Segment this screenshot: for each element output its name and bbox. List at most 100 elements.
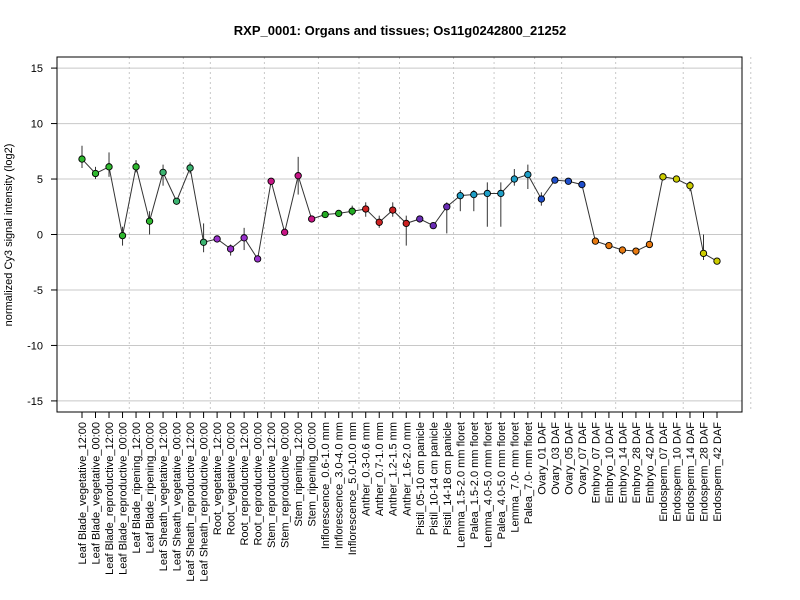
x-tick-label-19: Inflorescence_3.0-4.0 mm [334, 422, 346, 549]
series-line [81, 158, 718, 262]
x-tick-label-42: Embryo_42 DAF [644, 422, 656, 504]
data-point-40 [618, 246, 627, 254]
y-tick-label-6: 15 [31, 63, 43, 75]
data-point-17 [308, 215, 316, 223]
x-tick-label-27: Pistil_14-18 cm panicle [442, 422, 454, 535]
data-point-13 [253, 255, 262, 263]
data-point-43 [659, 173, 667, 181]
data-point-41 [632, 247, 640, 255]
x-tick-label-26: Pistil_10-14 cm panicle [428, 422, 440, 535]
data-point-30 [483, 189, 491, 198]
data-point-6 [159, 168, 167, 177]
chart-title: RXP_0001: Organs and tissues; Os11g02428… [234, 23, 566, 38]
x-tick-label-0: Leaf Blade_vegetative_12:00 [77, 422, 89, 565]
x-tick-label-31: Palea_4.0-5.0 mm floret [496, 422, 508, 539]
data-point-38 [591, 237, 600, 245]
x-tick-label-22: Anther_0.7-1.0 mm [374, 422, 386, 516]
x-tick-label-39: Embryo_10 DAF [604, 422, 616, 504]
data-point-28 [456, 192, 464, 200]
x-tick-label-45: Endosperm_14 DAF [685, 422, 697, 522]
data-point-14 [267, 177, 275, 185]
y-axis-label: normalized Cy3 signal intensity (log2) [3, 144, 15, 327]
y-tick-label-4: 5 [37, 174, 43, 186]
data-point-47 [713, 257, 721, 265]
data-point-20 [348, 207, 356, 215]
x-tick-label-1: Leaf Blade_vegetative_00:00 [91, 422, 103, 565]
x-tick-label-11: Root_vegetative_00:00 [226, 422, 238, 535]
x-tick-label-29: Palea_1.5-2.0 mm floret [469, 422, 481, 539]
x-tick-label-33: Palea_7.0- mm floret [523, 422, 535, 524]
x-tick-label-5: Leaf Blade_ripening_00:00 [145, 422, 157, 554]
data-point-32 [510, 175, 518, 183]
data-point-34 [537, 195, 546, 203]
data-point-9 [199, 238, 208, 246]
x-tick-label-14: Stem_reproductive_12:00 [266, 422, 278, 548]
y-tick-label-1: -10 [27, 340, 43, 352]
x-tick-label-18: Inflorescence_0.6-1.0 mm [320, 422, 332, 549]
data-point-21 [362, 205, 370, 213]
data-point-8 [186, 164, 194, 172]
x-tick-label-24: Anther_1.6-2.0 mm [401, 422, 413, 516]
data-point-0 [78, 155, 86, 163]
data-point-5 [145, 217, 154, 225]
data-point-24 [402, 219, 410, 228]
data-point-25 [416, 215, 424, 223]
x-tick-label-47: Endosperm_42 DAF [712, 422, 724, 522]
y-tick-label-0: -15 [27, 396, 43, 408]
data-point-27 [443, 203, 451, 211]
x-tick-label-28: Lemma_1.5-2.0 mm floret [455, 422, 467, 548]
x-tick-label-32: Lemma_7.0- mm floret [509, 422, 521, 533]
data-point-23 [389, 206, 397, 214]
x-tick-label-35: Ovary_03 DAF [550, 422, 562, 495]
y-tick-label-5: 10 [31, 119, 43, 131]
x-tick-label-43: Endosperm_07 DAF [658, 422, 670, 522]
x-tick-label-21: Anther_0.3-0.6 mm [361, 422, 373, 516]
data-point-4 [132, 163, 140, 171]
data-point-42 [645, 240, 654, 249]
x-tick-label-37: Ovary_07 DAF [577, 422, 589, 495]
x-tick-label-9: Leaf Sheath_reproductive_00:00 [199, 422, 211, 582]
data-point-26 [429, 221, 437, 230]
x-tick-label-44: Endosperm_10 DAF [671, 422, 683, 522]
data-point-22 [375, 218, 383, 226]
x-tick-label-6: Leaf Sheath_vegetative_12:00 [158, 422, 170, 571]
x-tick-label-34: Ovary_01 DAF [536, 422, 548, 495]
data-point-18 [321, 210, 329, 219]
x-tick-label-17: Stem_ripening_00:00 [307, 422, 319, 527]
x-tick-label-7: Leaf Sheath_vegetative_00:00 [172, 422, 184, 571]
y-tick-label-3: 0 [37, 230, 43, 242]
data-point-2 [105, 163, 113, 171]
data-point-7 [172, 197, 181, 205]
x-tick-label-15: Stem_reproductive_00:00 [280, 422, 292, 548]
y-tick-label-2: -5 [33, 285, 43, 297]
x-tick-label-12: Root_reproductive_12:00 [239, 422, 251, 546]
data-point-1 [91, 169, 100, 178]
x-tick-label-16: Stem_ripening_12:00 [293, 422, 305, 527]
x-tick-label-38: Embryo_07 DAF [590, 422, 602, 504]
data-point-33 [524, 170, 532, 179]
data-point-12 [240, 234, 248, 242]
data-point-37 [578, 180, 586, 189]
x-tick-label-8: Leaf Sheath_reproductive_12:00 [185, 422, 197, 582]
data-point-19 [335, 209, 343, 218]
data-point-3 [118, 231, 127, 240]
data-point-15 [281, 228, 289, 236]
y-axis: -15 -10 -5 0 5 10 15 [27, 63, 57, 408]
data-point-16 [294, 172, 302, 180]
data-point-39 [605, 241, 613, 250]
x-tick-label-4: Leaf Blade_ripening_12:00 [131, 422, 143, 554]
data-point-45 [686, 182, 694, 190]
series-line-group [81, 158, 718, 262]
data-point-44 [672, 175, 681, 183]
x-axis: Leaf Blade_vegetative_12:00 Leaf Blade_ve… [77, 412, 724, 582]
data-points [78, 155, 721, 265]
x-tick-label-13: Root_reproductive_00:00 [253, 422, 265, 546]
x-tick-label-23: Anther_1.2-1.5 mm [388, 422, 400, 516]
data-point-31 [497, 189, 505, 198]
x-tick-label-10: Root_vegetative_12:00 [212, 422, 224, 535]
x-tick-label-36: Ovary_05 DAF [563, 422, 575, 495]
data-point-35 [551, 176, 559, 184]
data-point-11 [226, 245, 235, 253]
